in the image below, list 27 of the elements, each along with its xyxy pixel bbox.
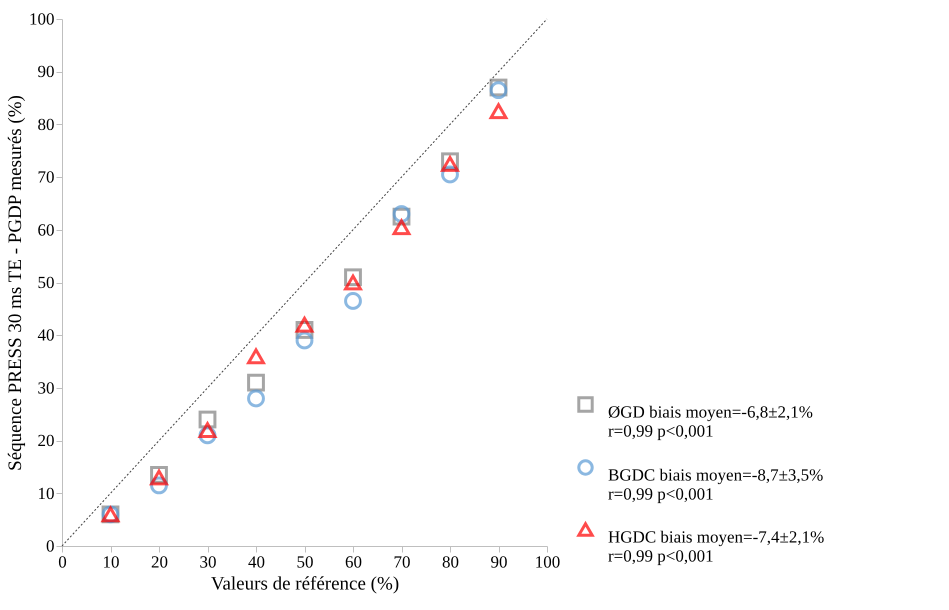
y-axis-title: Séquence PRESS 30 ms TE - PGDP mesurés (%) <box>5 95 26 471</box>
y-tick-label: 90 <box>38 62 54 82</box>
x-axis-title: Valeurs de référence (%) <box>210 574 400 594</box>
y-tick-label: 0 <box>46 536 54 556</box>
legend-label: HGDC biais moyen=-7,4±2,1% r=0,99 p<0,001 <box>608 528 824 566</box>
x-tick-label: 90 <box>490 552 508 572</box>
y-tick-label: 30 <box>38 378 54 398</box>
y-tick-label: 40 <box>38 326 54 345</box>
x-tick-label: 60 <box>345 552 362 572</box>
x-tick-label: 10 <box>102 552 120 572</box>
y-tick-label: 80 <box>38 114 54 134</box>
y-tick-label: 70 <box>38 168 54 187</box>
x-tick-label: 50 <box>296 552 314 572</box>
y-tick-label: 50 <box>38 273 54 292</box>
x-tick-label: 80 <box>442 552 459 572</box>
y-tick-label: 60 <box>38 220 54 240</box>
x-tick-label: 20 <box>151 552 168 572</box>
legend-label: ØGD biais moyen=-6,8±2,1% r=0,99 p<0,001 <box>608 402 813 440</box>
x-tick-label: 40 <box>248 552 265 572</box>
y-tick-label: 10 <box>38 484 54 503</box>
y-tick-label: 100 <box>29 10 54 28</box>
legend-label: BGDC biais moyen=-8,7±3,5% r=0,99 p<0,001 <box>608 466 824 504</box>
y-tick-label: 20 <box>38 431 54 450</box>
x-tick-label: 30 <box>200 552 216 572</box>
x-tick-label: 0 <box>58 552 67 572</box>
x-tick-label: 70 <box>394 552 410 572</box>
x-tick-label: 100 <box>534 552 560 572</box>
